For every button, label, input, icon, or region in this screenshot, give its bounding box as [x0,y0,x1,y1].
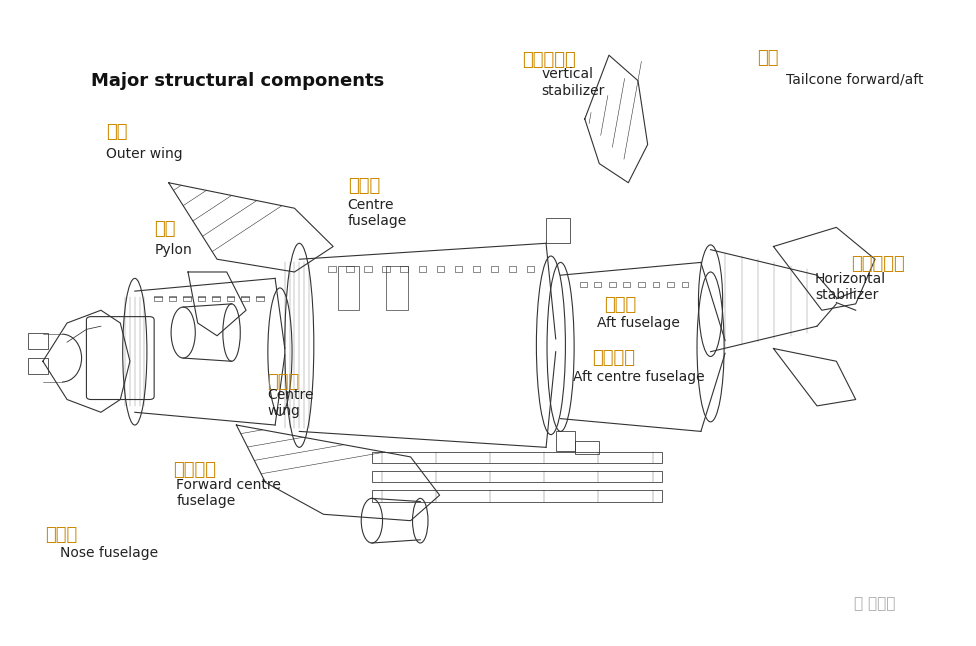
Bar [419,266,427,272]
Text: 吊架: 吊架 [154,220,176,238]
Bar [594,282,601,287]
Bar [609,282,616,287]
Bar [472,266,480,272]
Text: Nose fuselage: Nose fuselage [61,546,158,559]
Bar [667,282,673,287]
Bar [491,266,499,272]
Bar [546,218,570,244]
Text: 前中机身: 前中机身 [174,461,217,479]
Bar [256,296,264,300]
Bar [328,266,336,272]
Bar [436,266,444,272]
Bar [198,296,205,300]
Bar [154,296,162,300]
Bar [383,266,390,272]
Bar [455,266,463,272]
Bar [364,266,372,272]
Bar [638,282,645,287]
Bar [183,296,191,300]
Text: Horizontal
stabilizer: Horizontal stabilizer [815,271,886,302]
Text: 外翼: 外翼 [105,123,127,141]
Text: Major structural components: Major structural components [92,72,385,90]
Text: Aft centre fuselage: Aft centre fuselage [573,370,705,384]
Bar [555,432,575,450]
Text: 中机身: 中机身 [347,177,380,195]
Text: 垂直安定面: 垂直安定面 [522,50,576,68]
Bar [212,296,220,300]
Text: vertical
stabilizer: vertical stabilizer [542,67,604,98]
Bar [624,282,630,287]
Text: 后中机身: 后中机身 [592,349,635,367]
Bar [508,266,516,272]
Text: Centre
fuselage: Centre fuselage [347,198,407,228]
Text: 🐾 材易通: 🐾 材易通 [854,596,896,611]
Bar [575,441,599,453]
Text: Pylon: Pylon [154,243,192,256]
Bar [338,266,359,310]
Bar [653,282,659,287]
Bar [372,452,662,463]
Text: Centre
wing: Centre wing [267,388,314,419]
Bar [372,471,662,483]
Text: Outer wing: Outer wing [105,147,183,161]
Text: Forward centre
fuselage: Forward centre fuselage [177,478,281,508]
Text: 中央翼: 中央翼 [267,373,300,391]
Text: Tailcone forward/aft: Tailcone forward/aft [786,72,923,87]
Text: Aft fuselage: Aft fuselage [597,316,680,330]
Bar [226,296,234,300]
Bar [400,266,408,272]
Text: 水平安定面: 水平安定面 [851,255,905,273]
Bar [386,266,408,310]
Bar [241,296,249,300]
Bar [681,282,688,287]
Bar [527,266,535,272]
Bar [580,282,587,287]
Bar [372,490,662,501]
Bar [28,333,48,348]
Bar [28,358,48,374]
Bar [346,266,354,272]
Text: 尾锥: 尾锥 [757,49,779,67]
Text: 后机身: 后机身 [604,296,636,314]
Bar [169,296,177,300]
Text: 前机身: 前机身 [45,526,77,544]
